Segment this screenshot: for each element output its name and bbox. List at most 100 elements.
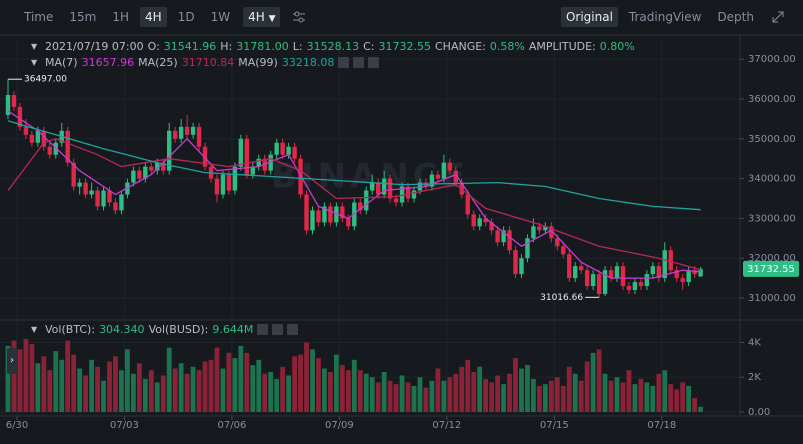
- candle-body: [668, 250, 673, 271]
- candle-body: [477, 218, 482, 227]
- volume-bar: [214, 347, 220, 412]
- view-button[interactable]: TradingView: [628, 10, 702, 24]
- candle-body: [501, 230, 506, 243]
- interval-button[interactable]: 1H: [112, 10, 130, 24]
- interval-button[interactable]: 1W: [210, 10, 231, 24]
- candle-body: [143, 166, 148, 179]
- side-toggle[interactable]: ›: [7, 348, 17, 374]
- candle-body: [632, 282, 638, 291]
- ma-tool-icon[interactable]: [338, 57, 350, 68]
- vol-tool-icon[interactable]: [287, 324, 299, 335]
- vol-tool-icon[interactable]: [272, 324, 284, 335]
- candle-body: [316, 210, 321, 223]
- candle-body: [280, 142, 285, 155]
- candle-body: [531, 226, 536, 239]
- info-label: AMPLITUDE:: [528, 40, 596, 53]
- interval-dropdown[interactable]: 4H ▼: [243, 7, 281, 27]
- collapse[interactable]: ▼: [31, 42, 38, 51]
- candle-body: [23, 126, 29, 135]
- volume-bar: [71, 354, 77, 412]
- view-button[interactable]: Original: [560, 7, 618, 27]
- candle-body: [310, 210, 315, 231]
- candle-body: [346, 218, 351, 227]
- candle-body: [507, 230, 512, 251]
- volume-bar: [405, 382, 411, 412]
- candle-body: [519, 258, 524, 275]
- collapse[interactable]: ▼: [31, 325, 38, 334]
- candle-body: [17, 106, 23, 127]
- volume-bar: [662, 370, 668, 412]
- volume-bar: [148, 370, 154, 412]
- view-button[interactable]: Depth: [717, 10, 754, 24]
- candle-body: [238, 138, 244, 167]
- y-tick-label: 35000.00: [748, 134, 796, 145]
- volume-bar: [232, 358, 238, 412]
- interval-button[interactable]: 1D: [177, 10, 195, 24]
- vol-value: 304.340: [99, 323, 145, 336]
- volume-bar: [107, 361, 112, 412]
- volume-bar: [453, 373, 459, 412]
- candle-body: [393, 198, 399, 203]
- ma-line: [7, 110, 701, 279]
- collapse[interactable]: ▼: [31, 58, 38, 67]
- candle-body: [202, 146, 208, 167]
- candle-body: [686, 270, 691, 283]
- expand-icon[interactable]: [771, 10, 785, 24]
- volume-bar: [178, 363, 184, 412]
- candle-body: [232, 166, 238, 191]
- volume-bar: [399, 375, 405, 412]
- volume-bar: [256, 359, 262, 412]
- volume-bar: [274, 378, 280, 412]
- vol-label: Vol(BUSD):: [148, 323, 209, 336]
- volume-bar: [417, 377, 423, 412]
- settings-icon[interactable]: [292, 11, 306, 23]
- volume-bar: [608, 380, 614, 412]
- vol-label: Vol(BTC):: [45, 323, 96, 336]
- candle-body: [244, 138, 250, 175]
- volume-bar: [423, 387, 429, 412]
- volume-bar: [357, 370, 363, 412]
- volume-bar: [638, 378, 644, 412]
- interval-button[interactable]: 4H: [140, 7, 167, 27]
- volume-bar: [59, 359, 65, 412]
- y-tick-label: 34000.00: [748, 174, 796, 185]
- view-group: Original TradingView Depth: [560, 7, 765, 27]
- candle-body: [161, 162, 166, 171]
- volume-bar: [632, 384, 638, 412]
- candle-body: [71, 162, 76, 187]
- volume-bar: [578, 380, 584, 412]
- candle-body: [620, 266, 626, 287]
- ma-tool-icon[interactable]: [353, 57, 365, 68]
- volume-bar: [513, 358, 518, 412]
- volume-bar: [226, 352, 232, 412]
- volume-bar: [130, 373, 136, 412]
- volume-bar: [525, 365, 530, 412]
- info-label: L:: [292, 40, 303, 53]
- candle-body: [155, 162, 160, 171]
- volume-bar: [304, 342, 309, 412]
- candle-body: [214, 178, 220, 195]
- vol-tick-label: 0.00: [748, 407, 770, 418]
- candle-body: [590, 274, 596, 287]
- volume-bar: [238, 345, 244, 412]
- candle-body: [131, 170, 136, 183]
- ma-tool-icon[interactable]: [368, 57, 380, 68]
- interval-value: 4H: [248, 10, 265, 24]
- candle-body: [662, 250, 667, 279]
- interval-button[interactable]: Time: [24, 10, 54, 24]
- interval-button[interactable]: 15m: [69, 10, 97, 24]
- volume-bar: [459, 366, 465, 412]
- volume-bar: [465, 359, 471, 412]
- info-time: 2021/07/19 07:00: [45, 40, 144, 53]
- y-tick-label: 31000.00: [748, 293, 796, 304]
- volume-bar: [250, 365, 256, 412]
- volume-bar: [387, 380, 393, 412]
- candle-body: [489, 222, 494, 231]
- volume-bar: [590, 352, 596, 412]
- vol-tool-icon[interactable]: [257, 324, 269, 335]
- candle-body: [656, 266, 661, 279]
- candle-body: [429, 174, 435, 187]
- volume-bar: [489, 382, 495, 412]
- candle-body: [286, 146, 291, 155]
- candle-body: [184, 126, 190, 135]
